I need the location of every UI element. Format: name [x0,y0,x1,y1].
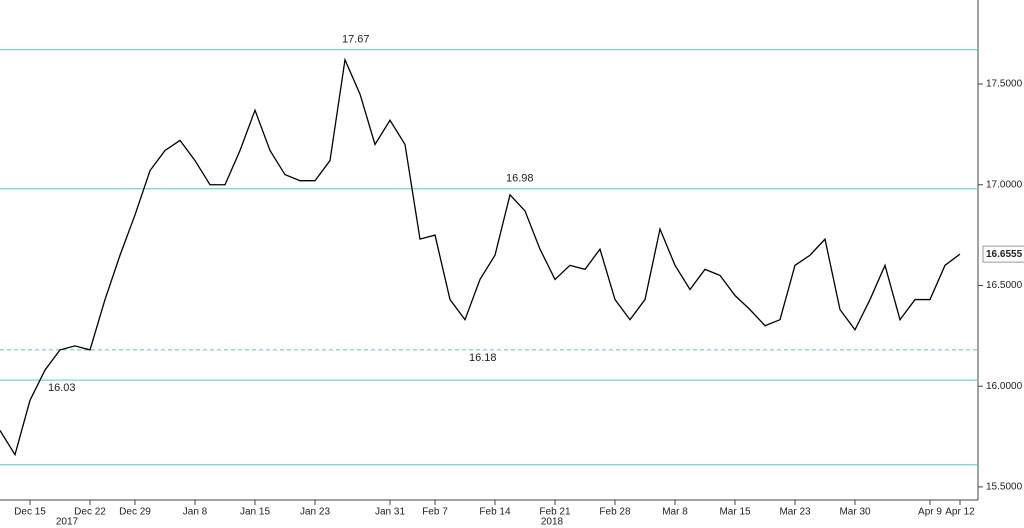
last-value-label: 16.6555 [986,249,1023,260]
x-tick-label: Jan 23 [300,507,330,518]
x-tick-label: Apr 9 [918,507,942,518]
x-tick-label: Mar 30 [839,507,871,518]
y-tick-label: 15.5000 [986,482,1023,493]
x-tick-label: Mar 15 [719,507,751,518]
y-tick-label: 17.5000 [986,79,1023,90]
x-tick-label: Mar 8 [662,507,688,518]
x-tick-label: Mar 23 [779,507,811,518]
reference-label: 16.18 [469,352,497,364]
year-label: 2017 [56,517,79,528]
x-tick-label: Feb 28 [599,507,631,518]
y-tick-label: 17.0000 [986,179,1023,190]
reference-label: 16.98 [506,173,534,185]
y-tick-label: 16.0000 [986,381,1023,392]
x-tick-label: Dec 22 [74,507,106,518]
reference-label: 16.03 [48,382,76,394]
x-tick-label: Dec 29 [119,507,151,518]
reference-label: 17.67 [342,34,370,46]
year-label: 2018 [541,517,564,528]
x-tick-label: Feb 21 [539,507,571,518]
x-tick-label: Feb 7 [422,507,448,518]
x-tick-label: Dec 15 [14,507,46,518]
x-tick-label: Feb 14 [479,507,511,518]
last-value-box [982,245,1024,263]
x-tick-label: Jan 31 [375,507,405,518]
x-tick-label: Jan 15 [240,507,270,518]
x-tick-label: Jan 8 [183,507,208,518]
price-line [0,57,961,457]
y-tick-label: 16.5000 [986,280,1023,291]
x-tick-label: Apr 12 [945,507,975,518]
